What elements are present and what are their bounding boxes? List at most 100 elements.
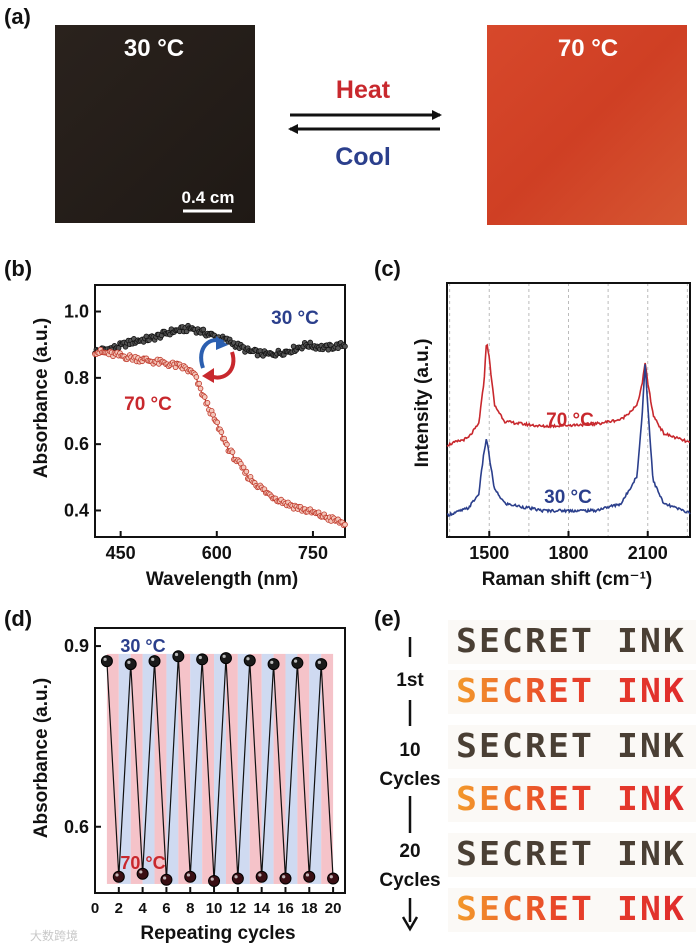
panel-c-legend-30: 30 °C [544,487,592,508]
panel-b-point [193,374,200,380]
panel-c-ylabel: Intensity (a.u.) [412,339,433,468]
panel-b-series [92,322,348,529]
panel-b-series-1 [92,346,348,529]
scale-bar-label: 0.4 cm [182,188,235,207]
panel-c-line-1 [446,364,691,517]
secret-ink-hot-row: SECRET INK [456,779,686,818]
panel-d-axes: 0 2 4 6 8 10 12 14 16 18 20 0.6 0.9 [64,627,346,917]
panel-b-point [240,464,247,471]
panel-b-point [210,411,216,418]
panel-d-point-highlight [329,875,333,879]
panel-a: (a) 30 °C 0.4 cm 70 °C Heat Cool [4,4,687,225]
panel-d-point [243,654,256,667]
panel-d-ylabel: Absorbance (a.u.) [31,678,52,838]
panel-d-point [160,873,173,886]
panel-d-point-highlight [246,657,250,661]
secret-ink-cold-row: SECRET INK [456,726,686,765]
panel-e: (e) 1st 10 Cycles 20 Cycles SECRET INKSE… [374,606,696,932]
panel-c-xtick-label: 2100 [628,543,668,563]
panel-b-point [229,449,236,455]
panel-d-point-highlight [270,660,274,664]
marker-20-cycles: Cycles [379,870,440,891]
panel-b-point [342,521,348,528]
ink-row-bg [448,670,696,714]
panel-b-frame [94,284,346,538]
panel-d-point [327,872,340,885]
secret-ink-cold-row: SECRET INK [456,621,686,660]
panel-d-xtick-label: 8 [186,900,194,917]
panel-d-point [231,872,244,885]
panel-d-point-highlight [139,870,143,874]
heat-label: Heat [336,76,391,104]
ink-row-bg [448,620,696,664]
panel-d-ytick-label: 0.6 [64,817,89,837]
reversible-arrows-icon [199,336,236,383]
panel-b-legend-30: 30 °C [271,308,319,329]
panel-d-point-highlight [186,873,191,877]
panel-d-xtick-label: 20 [325,900,342,917]
panel-d-ytick-label: 0.9 [64,636,89,656]
panel-b-point [196,380,202,387]
marker-20: 20 [399,841,420,862]
panel-b-ytick-label: 1.0 [64,302,89,322]
panel-d-xtick-label: 18 [301,900,318,917]
marker-10-cycles: Cycles [379,769,440,790]
panel-d-point-highlight [174,652,179,657]
marker-10: 10 [399,740,420,761]
panel-d-point-highlight [305,873,310,877]
panel-d-point-highlight [198,655,202,660]
panel-b-xlabel: Wavelength (nm) [146,569,298,590]
panel-d-point-highlight [127,660,131,664]
panel-c-series [446,343,691,517]
panel-d-point-highlight [293,659,298,663]
panel-d-xlabel: Repeating cycles [140,923,295,944]
panel-c-legend-70: 70 °C [546,410,594,431]
panel-d-point [184,870,197,883]
cool-label: Cool [335,143,391,171]
panel-b-point [204,400,211,406]
panel-d-point [148,655,161,668]
film-cold [55,25,255,223]
panel-d-label: (d) [4,606,32,631]
panel-d-xtick-label: 10 [206,900,223,917]
panel-d-point [196,653,209,666]
panel-b-point [214,419,221,426]
panel-b-ylabel: Absorbance (a.u.) [31,318,52,478]
panel-b-xtick-label: 750 [298,543,328,563]
panel-d-annot-70: 70 °C [120,853,165,873]
panel-b-point [218,429,225,435]
panel-e-label: (e) [374,606,401,631]
panel-d-point [267,658,280,671]
panel-b-point [200,326,207,333]
panel-d-xtick-label: 12 [230,900,247,917]
ink-row-bg [448,833,696,877]
panel-d-point [100,655,113,668]
panel-d-point-highlight [210,877,214,881]
secret-ink-cold-row: SECRET INK [456,834,686,873]
panel-d-point [279,872,292,885]
panel-d-point [303,870,316,883]
panel-b-point [197,385,204,392]
panel-c-label: (c) [374,256,401,281]
panel-d-point [124,658,137,671]
panel-d-point [255,870,268,883]
panel-b-xtick-label: 450 [106,543,136,563]
panel-d-point-highlight [115,873,119,877]
panel-b-ytick-label: 0.6 [64,434,89,454]
panel-c: (c) 1500 1800 2100 Raman shift (cm⁻¹) Inte… [374,256,691,590]
panel-d-point-highlight [151,657,155,661]
panel-d: (d) 0 2 4 6 8 10 12 14 16 18 20 0.6 0.9 Repeating cy… [4,606,346,944]
panel-d-point-highlight [222,654,226,658]
ink-row-bg [448,778,696,822]
panel-d-point-highlight [234,875,238,879]
panel-d-point [315,658,328,671]
panel-b-label: (b) [4,256,32,281]
film-cold-temp: 30 °C [124,35,184,62]
panel-b-point [224,441,230,448]
secret-ink-hot-row: SECRET INK [456,671,686,710]
panel-a-label: (a) [4,4,31,29]
panel-b-xtick-label: 600 [202,543,232,563]
panel-d-xtick-label: 16 [277,900,294,917]
panel-d-point-highlight [163,876,167,880]
panel-b-point [201,394,208,400]
